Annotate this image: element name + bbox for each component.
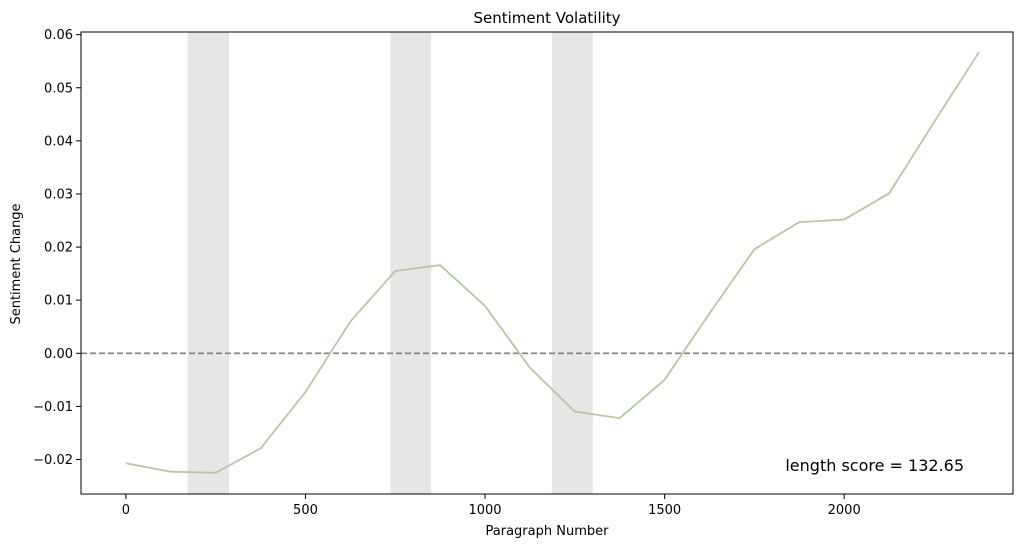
- tick-layer: 0 500 1000 1500 2000 −0.02 −0.01 0.00 0.01 0.02 0.…: [33, 28, 861, 518]
- shaded-region-1: [187, 32, 229, 494]
- y-tick-label: 0.01: [44, 294, 73, 309]
- x-tick-label: 1000: [468, 503, 501, 518]
- series-line-1: [125, 51, 980, 474]
- shaded-region-3: [551, 32, 593, 494]
- x-tick-label: 1500: [648, 503, 681, 518]
- y-tick-label: 0.00: [44, 347, 73, 362]
- y-axis-label: Sentiment Change: [9, 203, 24, 324]
- axes: [80, 31, 1014, 495]
- y-tick-label: 0.02: [44, 241, 73, 256]
- shaded-regions: [187, 32, 593, 494]
- y-tick-label: 0.06: [44, 28, 73, 43]
- y-tick-label: 0.05: [44, 81, 73, 96]
- x-tick-label: 2000: [828, 503, 861, 518]
- y-tick-label: −0.01: [33, 400, 73, 415]
- y-tick-label: −0.02: [33, 453, 73, 468]
- x-tick-label: 500: [293, 503, 318, 518]
- series-layer: [125, 51, 980, 474]
- x-axis-label: Paragraph Number: [486, 524, 610, 539]
- x-tick-label: 0: [122, 503, 130, 518]
- plot-frame: [80, 31, 1014, 495]
- length-score-annotation: length score = 132.65: [785, 456, 964, 475]
- y-tick-label: 0.04: [44, 134, 73, 149]
- shaded-region-2: [390, 32, 432, 494]
- y-tick-label: 0.03: [44, 187, 73, 202]
- chart-title: Sentiment Volatility: [473, 9, 620, 27]
